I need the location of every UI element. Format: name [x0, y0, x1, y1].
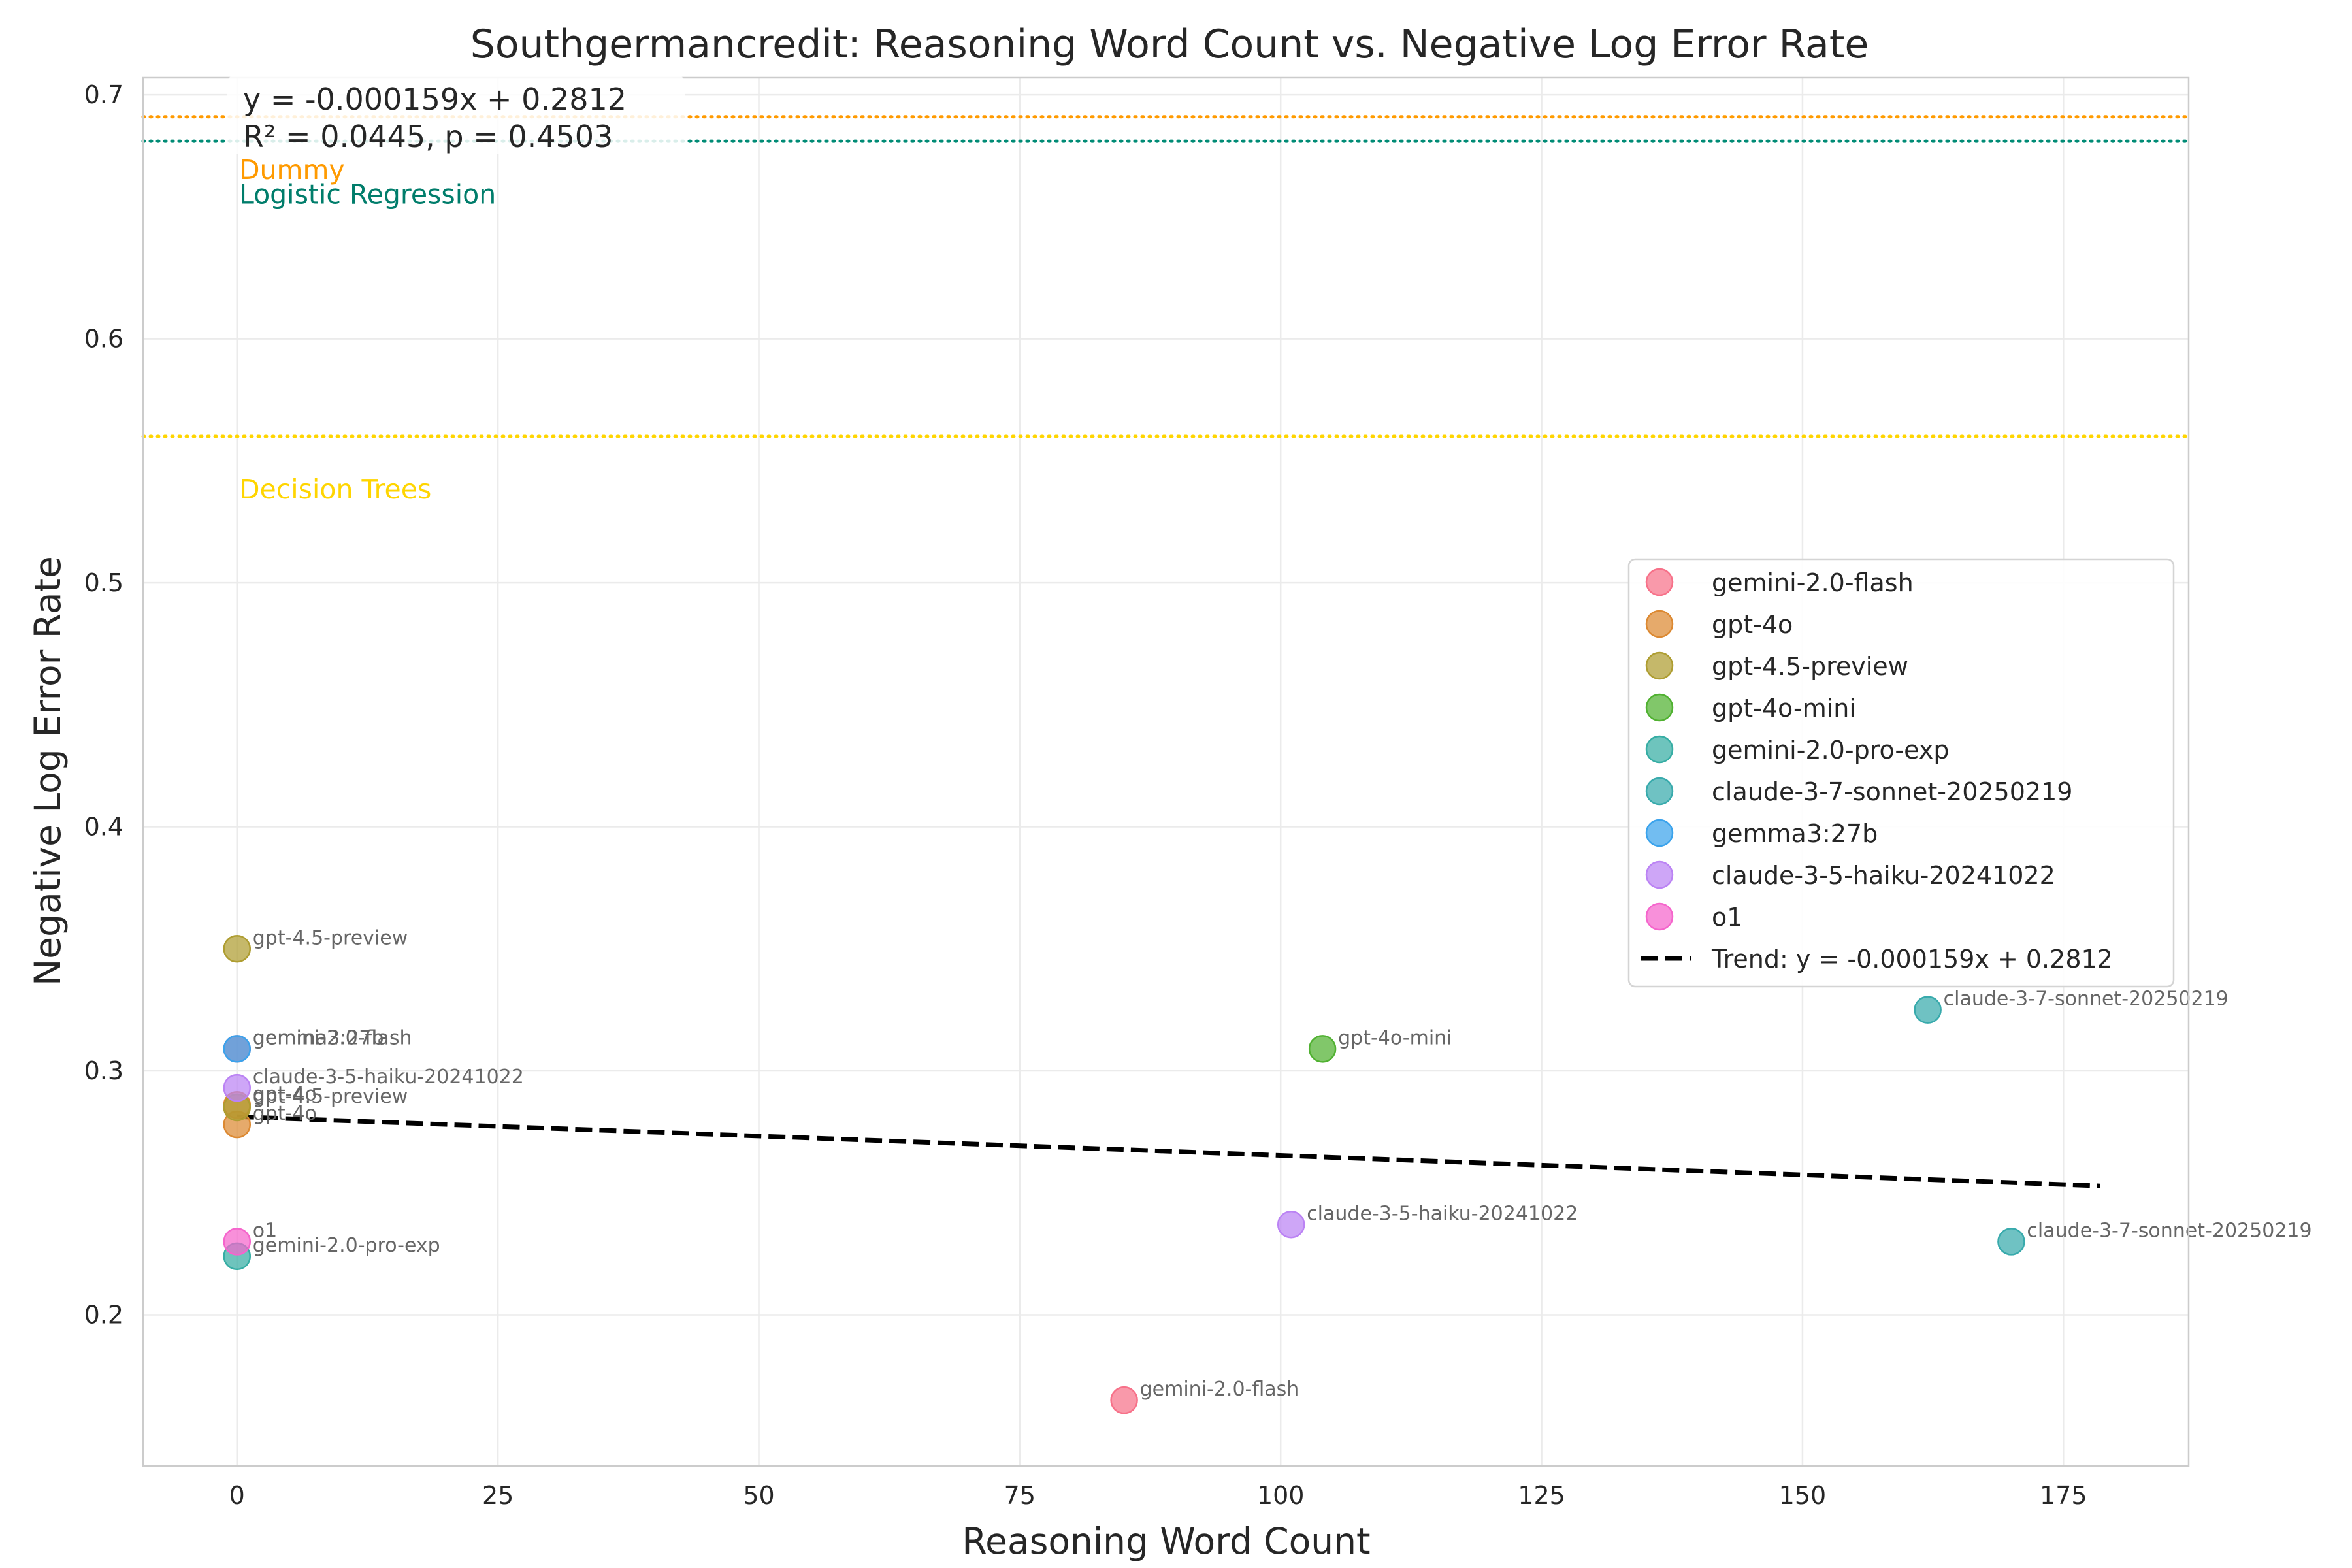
point-label-claude-3-5-haiku-20241022: claude-3-5-haiku-20241022 [1307, 1202, 1578, 1225]
point-label-gemma3-27b: gemma3:27b [253, 1026, 384, 1049]
legend-label-claude-3-7-sonnet-20250219: claude-3-7-sonnet-20250219 [1712, 777, 2072, 806]
x-tick-label: 0 [229, 1481, 245, 1510]
legend-marker-gpt-4-5-preview [1645, 651, 1674, 680]
legend-label-o1: o1 [1712, 903, 1742, 932]
x-tick-label: 125 [1518, 1481, 1565, 1510]
point-claude-3-7-sonnet-20250219 [1997, 1228, 2025, 1256]
legend-marker-o1 [1645, 902, 1674, 931]
point-label-gpt-4o-mini: gpt-4o-mini [1338, 1026, 1452, 1049]
point-gpt-4o-mini [1308, 1035, 1337, 1063]
x-tick-labels: 0 25 50 75 100 125 150 175 [229, 1481, 2087, 1510]
y-tick-labels: 0.2 0.3 0.4 0.5 0.6 0.7 [84, 80, 123, 1329]
legend-label-trend: Trend: y = -0.000159x + 0.2812 [1711, 945, 2113, 973]
point-label-gpt-4o: gpt-4o [253, 1102, 317, 1125]
legend-label-gpt-4o: gpt-4o [1712, 610, 1793, 639]
point-labels: gemini-2.0-flashgemini-2.0-flashgpt-4ogp… [253, 926, 2312, 1401]
legend-label-gemma3-27b: gemma3:27b [1712, 819, 1878, 848]
x-tick-label: 50 [743, 1481, 774, 1510]
legend-marker-gemma3-27b [1645, 819, 1674, 847]
legend-marker-gemini-2-0-flash [1645, 568, 1674, 596]
x-tick-label: 150 [1779, 1481, 1827, 1510]
legend: gemini-2.0-flash gpt-4o gpt-4.5-preview gpt… [1627, 558, 2175, 988]
annotation-box [227, 76, 685, 154]
point-label-gemini-2-0-flash: gemini-2.0-flash [253, 1026, 412, 1049]
point-claude-3-5-haiku-20241022 [223, 1073, 252, 1102]
legend-marker-gemini-2-0-pro-exp [1645, 735, 1674, 764]
x-tick-label: 25 [482, 1481, 514, 1510]
legend-marker-gpt-4o-mini [1645, 693, 1674, 722]
y-tick-label: 0.6 [84, 325, 123, 353]
point-o1 [223, 1228, 252, 1256]
x-tick-label: 100 [1257, 1481, 1305, 1510]
y-tick-label: 0.2 [84, 1300, 123, 1329]
x-axis-label: Reasoning Word Count [962, 1520, 1370, 1562]
annotation-stats: R² = 0.0445, p = 0.4503 [243, 119, 613, 154]
y-tick-label: 0.4 [84, 813, 123, 841]
baseline-label-dummy: Dummy [239, 154, 345, 186]
legend-marker-claude-3-5-haiku-20241022 [1645, 860, 1674, 889]
point-label-gpt-4o: gpt-4o [253, 1083, 317, 1105]
point-gemma3-27b [223, 1035, 252, 1063]
point-label-claude-3-7-sonnet-20250219: claude-3-7-sonnet-20250219 [2027, 1219, 2311, 1242]
legend-label-gemini-2-0-flash: gemini-2.0-flash [1712, 568, 1914, 597]
point-label-o1: o1 [253, 1219, 277, 1242]
annotation-equation: y = -0.000159x + 0.2812 [243, 82, 627, 117]
point-gpt-4-5-preview [223, 935, 252, 963]
y-tick-label: 0.3 [84, 1056, 123, 1085]
legend-label-gpt-4-5-preview: gpt-4.5-preview [1712, 652, 1908, 681]
y-axis-label: Negative Log Error Rate [27, 556, 69, 986]
legend-label-gemini-2-0-pro-exp: gemini-2.0-pro-exp [1712, 736, 1949, 764]
y-tick-label: 0.7 [84, 80, 123, 109]
baseline-label-logistic-regression: Logistic Regression [239, 178, 496, 210]
baseline-label-decision-trees: Decision Trees [239, 474, 431, 505]
x-tick-label: 75 [1004, 1481, 1036, 1510]
legend-label-claude-3-5-haiku-20241022: claude-3-5-haiku-20241022 [1712, 861, 2055, 890]
y-tick-label: 0.5 [84, 568, 123, 597]
plot-frame [142, 76, 2190, 1467]
legend-marker-claude-3-7-sonnet-20250219 [1645, 777, 1674, 806]
data-points [223, 935, 2025, 1414]
point-label-claude-3-5-haiku-20241022: claude-3-5-haiku-20241022 [253, 1066, 524, 1088]
legend-label-gpt-4o-mini: gpt-4o-mini [1712, 694, 1856, 723]
point-gemini-2-0-flash [1110, 1386, 1138, 1414]
legend-marker-gpt-4o [1645, 610, 1674, 638]
point-label-gemini-2-0-pro-exp: gemini-2.0-pro-exp [253, 1234, 440, 1257]
point-claude-3-5-haiku-20241022 [1277, 1211, 1305, 1239]
trend [237, 1114, 2100, 1188]
point-claude-3-7-sonnet-20250219 [1914, 996, 1942, 1024]
trend-line [237, 1114, 2100, 1188]
point-label-claude-3-7-sonnet-20250219: claude-3-7-sonnet-20250219 [1944, 988, 2229, 1011]
point-label-gpt-4-5-preview: gpt-4.5-preview [253, 926, 408, 949]
point-label-gemini-2-0-flash: gemini-2.0-flash [1140, 1378, 1299, 1401]
x-tick-label: 175 [2040, 1481, 2087, 1510]
legend-box [1627, 558, 2175, 988]
chart-title: Southgermancredit: Reasoning Word Count … [470, 22, 1869, 67]
regression-annotation: y = -0.000159x + 0.2812 R² = 0.0445, p =… [227, 76, 685, 154]
point-label-gpt-4-5-preview: gpt-4.5-preview [253, 1085, 408, 1108]
